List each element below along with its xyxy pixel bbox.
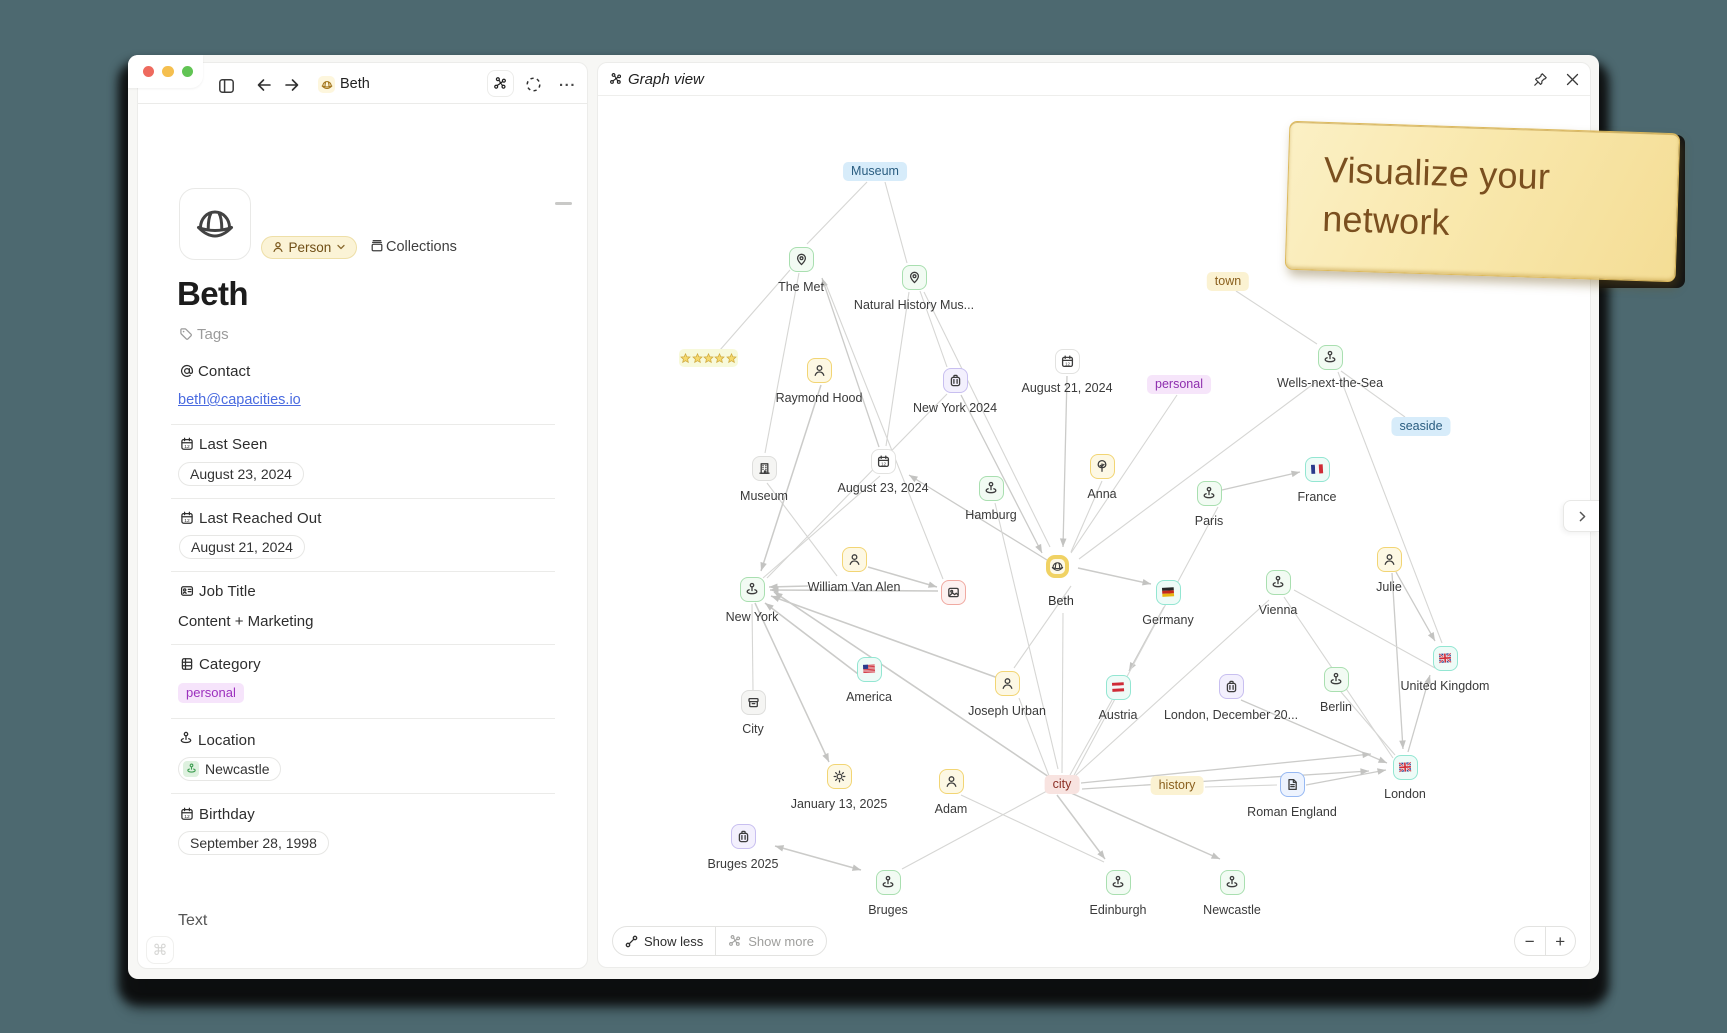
svg-text:12: 12 (184, 444, 190, 450)
svg-text:12: 12 (184, 814, 190, 820)
svg-text:12: 12 (184, 518, 190, 524)
svg-text:12: 12 (880, 461, 886, 466)
svg-text:12: 12 (1064, 361, 1070, 366)
